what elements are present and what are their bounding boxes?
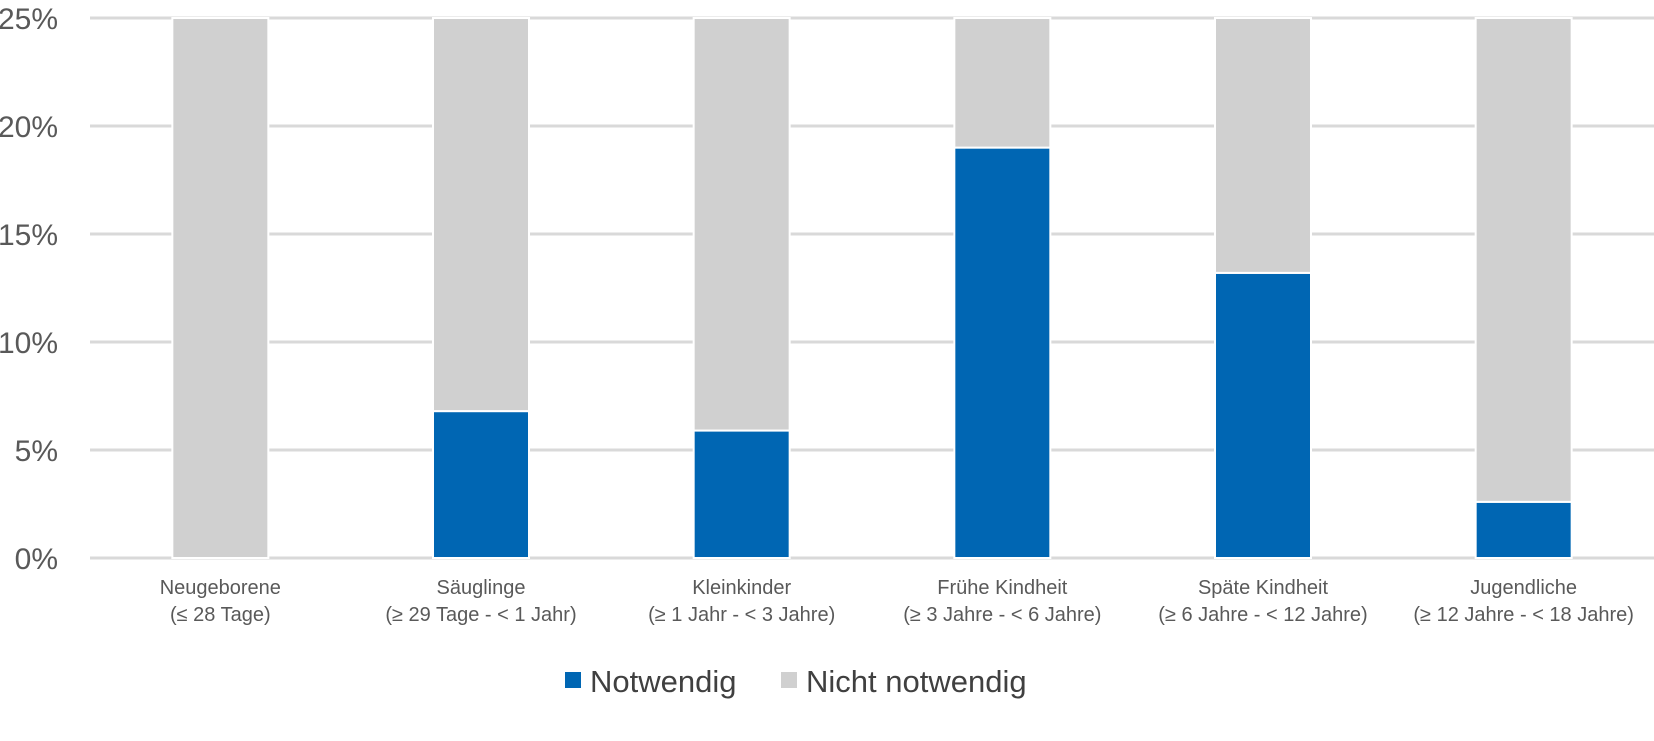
x-tick-sublabel: (≥ 1 Jahr - < 3 Jahre) <box>648 604 835 626</box>
x-tick-label: Neugeborene <box>160 577 281 599</box>
x-tick-sublabel: (≥ 6 Jahre - < 12 Jahre) <box>1158 604 1367 626</box>
bar-notwendig <box>953 146 1052 559</box>
legend-swatch <box>565 672 581 688</box>
y-tick-label: 15% <box>0 219 58 252</box>
x-tick-sublabel: (≥ 12 Jahre - < 18 Jahre) <box>1413 604 1634 626</box>
legend-label: Notwendig <box>590 664 736 699</box>
y-tick-label: 20% <box>0 111 58 144</box>
bar-nicht-notwendig <box>1214 17 1312 274</box>
bar-nicht-notwendig <box>953 17 1052 149</box>
y-tick-label: 25% <box>0 3 58 36</box>
legend-swatch <box>781 672 797 688</box>
y-tick-label: 0% <box>15 543 58 576</box>
legend: Notwendig Nicht notwendig <box>565 664 1027 699</box>
bar-nicht-notwendig <box>171 17 270 559</box>
y-tick-label: 10% <box>0 327 58 360</box>
bar-notwendig <box>432 410 530 559</box>
x-tick-label: Jugendliche <box>1470 577 1577 599</box>
gridlines <box>90 16 1654 560</box>
legend-item: Notwendig <box>565 664 736 699</box>
x-tick-label: Säuglinge <box>437 577 526 599</box>
x-tick-label: Kleinkinder <box>692 577 791 599</box>
bar-nicht-notwendig <box>692 17 791 432</box>
bar-nicht-notwendig <box>1474 17 1573 503</box>
x-tick-sublabel: (≤ 28 Tage) <box>170 604 271 626</box>
x-tick-label: Frühe Kindheit <box>937 577 1068 599</box>
x-tick-sublabel: (≥ 3 Jahre - < 6 Jahre) <box>903 604 1101 626</box>
bars <box>171 17 1573 559</box>
legend-item: Nicht notwendig <box>781 664 1027 699</box>
bar-notwendig <box>1474 500 1573 559</box>
y-axis-tick-labels: 0% 5% 10% 15% 20% 25% <box>0 3 58 576</box>
bar-nicht-notwendig <box>432 17 530 413</box>
x-axis-tick-labels: Neugeborene (≤ 28 Tage) Säuglinge (≥ 29 Tag… <box>160 577 1634 626</box>
x-tick-sublabel: (≥ 29 Tage - < 1 Jahr) <box>385 604 576 626</box>
legend-label: Nicht notwendig <box>806 664 1027 699</box>
bar-notwendig <box>692 429 791 559</box>
y-tick-label: 5% <box>15 435 58 468</box>
bar-notwendig <box>1214 271 1312 559</box>
x-tick-label: Späte Kindheit <box>1198 577 1329 599</box>
